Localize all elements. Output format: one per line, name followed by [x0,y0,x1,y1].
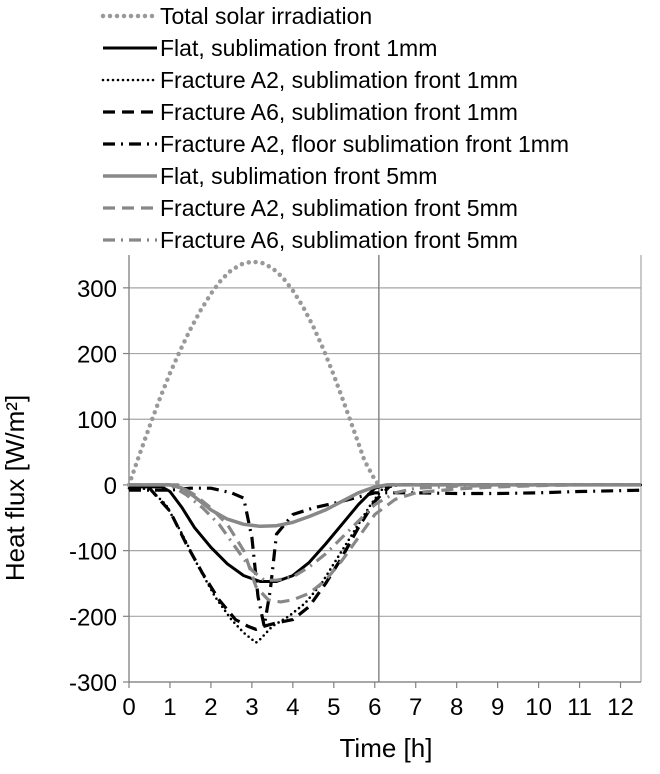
y-tick-label: -300 [69,670,117,697]
legend: Total solar irradiation Flat, sublimation… [100,3,569,253]
x-tick-label: 6 [368,694,381,721]
y-tick-label: -100 [69,539,117,566]
x-tick-label: 11 [567,694,592,721]
y-tick-label: -200 [69,604,117,631]
series-line-2 [129,483,641,583]
series-line-5 [129,486,642,628]
series-line-7 [129,483,641,604]
x-tick-label: 7 [409,694,422,721]
series-line-3 [127,483,643,644]
grid [128,255,642,683]
series-line-1 [126,259,382,488]
x-axis-label: Time [h] [340,733,433,763]
y-tick-label: 0 [104,473,117,500]
legend-label-8: Fracture A6, sublimation front 5mm [160,227,518,253]
series-line-6 [129,483,641,529]
x-tick-label: 2 [204,694,217,721]
x-tick-label: 1 [163,694,176,721]
series-layer [126,259,643,644]
x-tick-label: 5 [327,694,340,721]
series-line-4 [129,483,641,632]
x-tick-label: 12 [607,694,634,721]
legend-label-4: Fracture A6, sublimation front 1mm [160,99,518,125]
y-tick-label: 300 [77,276,117,303]
x-tick-label: 9 [491,694,504,721]
y-tick-label: 200 [77,342,117,369]
legend-label-2: Flat, sublimation front 1mm [160,35,437,61]
legend-label-3: Fracture A2, sublimation front 1mm [160,67,518,93]
series-line-8 [129,483,641,582]
y-axis-label: Heat flux [W/m²] [0,395,30,581]
x-tick-label: 8 [450,694,463,721]
legend-label-5: Fracture A2, floor sublimation front 1mm [160,131,569,157]
legend-label-6: Flat, sublimation front 5mm [160,163,437,189]
legend-label-1: Total solar irradiation [160,3,372,29]
x-tick-label: 10 [525,694,552,721]
x-tick-label: 4 [286,694,299,721]
x-tick-label: 3 [245,694,258,721]
legend-label-7: Fracture A2, sublimation front 5mm [160,195,518,221]
x-tick-label: 0 [122,694,135,721]
y-tick-label: 100 [77,407,117,434]
